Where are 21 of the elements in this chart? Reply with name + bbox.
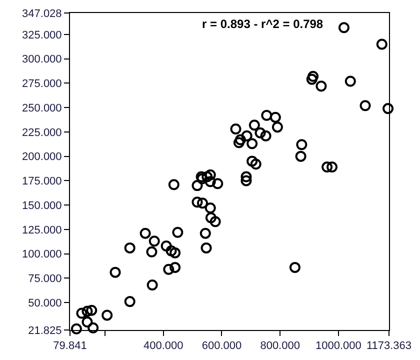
y-tick-label: 175.000: [22, 176, 62, 188]
y-tick-label: 275.000: [22, 78, 62, 90]
y-tick-label: 250.000: [22, 102, 62, 114]
y-tick-label: 300.000: [22, 54, 62, 66]
x-tick-label: 400.000: [144, 340, 184, 352]
x-tick-label: 1173.363: [366, 340, 412, 352]
x-tick-label: 600.000: [202, 340, 242, 352]
y-tick-label: 200.000: [22, 151, 62, 164]
y-tick-label: 150.000: [22, 200, 62, 212]
y-tick-label: 100.000: [22, 248, 62, 261]
y-tick-label: 325.000: [22, 29, 62, 42]
y-tick-label: 125.000: [22, 224, 62, 236]
y-tick-label: 225.000: [22, 126, 62, 139]
y-tick-label: 50.000: [28, 297, 62, 310]
x-tick-label: 79.841: [53, 340, 87, 352]
y-tick-label: 347.028: [22, 8, 62, 20]
y-tick-label: 75.000: [28, 273, 62, 286]
y-tick-label: 21.825: [28, 324, 62, 337]
x-tick-label: 1000.000: [315, 340, 362, 352]
annotation: r = 0.893 - r^2 = 0.798: [202, 17, 324, 31]
x-tick-label: 800.000: [260, 340, 300, 352]
